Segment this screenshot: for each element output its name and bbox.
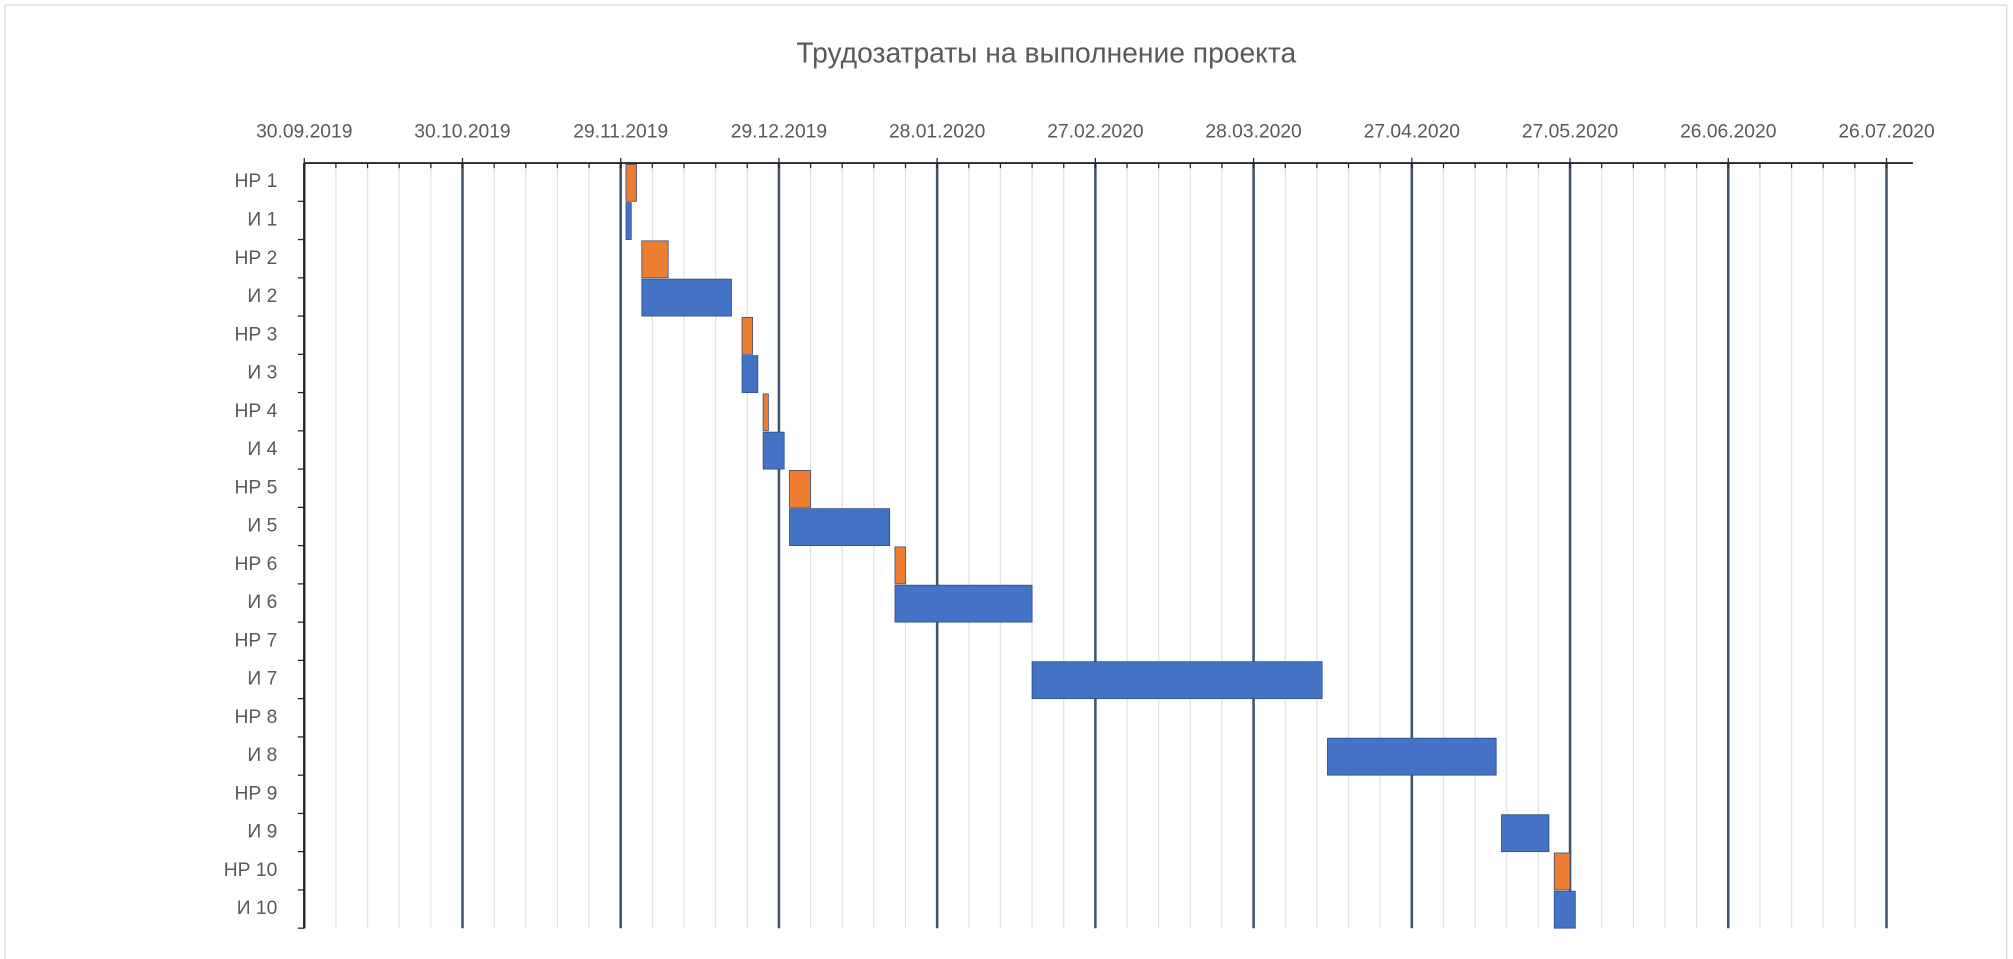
x-tick-label: 28.03.2020 bbox=[1205, 121, 1301, 142]
bar bbox=[1031, 661, 1323, 700]
bar bbox=[894, 546, 906, 585]
x-tick-label: 30.10.2019 bbox=[414, 121, 510, 142]
chart-title: Трудозатраты на выполнение проекта bbox=[796, 37, 1296, 69]
bar bbox=[1501, 814, 1550, 853]
x-tick-label: 29.12.2019 bbox=[731, 121, 827, 142]
x-tick-label: 27.02.2020 bbox=[1047, 121, 1143, 142]
y-tick-label: И 2 bbox=[247, 286, 277, 307]
bar bbox=[625, 163, 637, 202]
y-tick-label: И 5 bbox=[247, 516, 277, 537]
y-tick-label: И 8 bbox=[247, 745, 277, 766]
y-tick-label: И 4 bbox=[247, 439, 277, 460]
bar bbox=[741, 316, 753, 355]
bar bbox=[1553, 852, 1571, 891]
bar bbox=[1327, 737, 1497, 776]
x-tick-label: 27.04.2020 bbox=[1364, 121, 1460, 142]
x-tick-label: 26.07.2020 bbox=[1838, 121, 1934, 142]
bar bbox=[1553, 890, 1576, 929]
y-tick-label: НР 1 bbox=[235, 171, 278, 192]
bar bbox=[641, 240, 669, 279]
x-tick-label: 27.05.2020 bbox=[1522, 121, 1618, 142]
bar bbox=[789, 508, 891, 547]
x-tick-label: 30.09.2019 bbox=[256, 121, 352, 142]
y-tick-label: НР 3 bbox=[235, 324, 278, 345]
y-tick-label: НР 2 bbox=[235, 248, 278, 269]
bar bbox=[762, 393, 769, 432]
bar bbox=[741, 355, 759, 393]
bar bbox=[789, 469, 811, 508]
y-tick-label: НР 9 bbox=[235, 783, 278, 804]
y-tick-label: И 1 bbox=[247, 210, 277, 231]
x-tick-label: 26.06.2020 bbox=[1680, 121, 1776, 142]
y-tick-label: И 3 bbox=[247, 363, 277, 384]
x-tick-label: 29.11.2019 bbox=[573, 121, 668, 142]
y-tick-label: И 6 bbox=[247, 592, 277, 613]
y-tick-label: И 7 bbox=[247, 669, 277, 690]
y-tick-label: НР 6 bbox=[235, 554, 278, 575]
y-tick-label: И 9 bbox=[247, 822, 277, 843]
bar bbox=[762, 431, 785, 470]
y-tick-label: НР 10 bbox=[224, 860, 278, 881]
y-tick-label: НР 8 bbox=[235, 707, 278, 728]
bar bbox=[625, 202, 632, 240]
y-tick-label: НР 4 bbox=[235, 401, 278, 422]
y-tick-label: НР 7 bbox=[235, 630, 278, 651]
y-tick-label: НР 5 bbox=[235, 477, 278, 498]
chart-frame bbox=[4, 4, 2008, 959]
bar bbox=[894, 584, 1033, 623]
x-tick-label: 28.01.2020 bbox=[889, 121, 985, 142]
bar bbox=[641, 278, 732, 317]
y-tick-label: И 10 bbox=[237, 898, 278, 919]
